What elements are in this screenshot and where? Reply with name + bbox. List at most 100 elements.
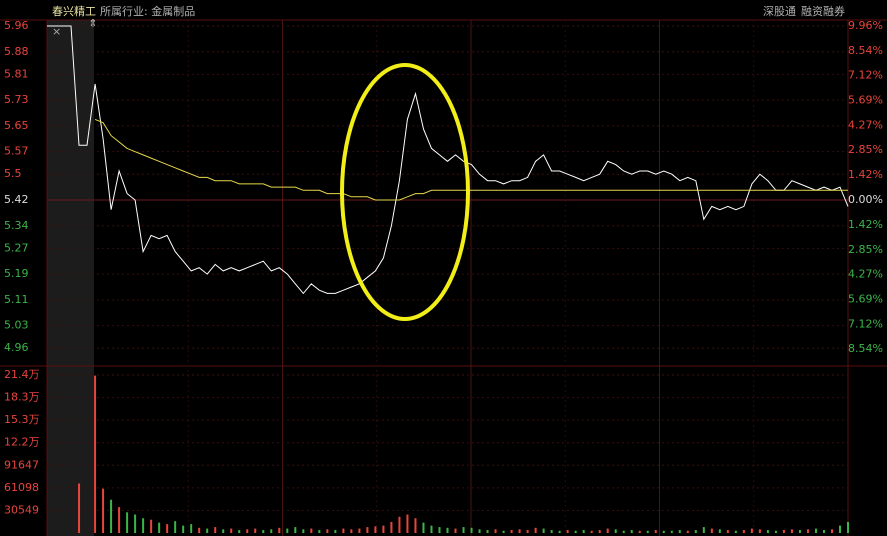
volume-bar bbox=[774, 530, 777, 533]
volume-bar bbox=[366, 527, 369, 533]
y-tick-label: 5.03 bbox=[4, 319, 29, 332]
volume-bar bbox=[510, 530, 513, 533]
y2-tick-label: 8.54% bbox=[848, 44, 883, 57]
volume-bar bbox=[766, 530, 769, 533]
y2-tick-label: 2.85% bbox=[848, 143, 883, 156]
volume-bar bbox=[350, 529, 353, 533]
auction-area bbox=[47, 20, 94, 536]
volume-bar bbox=[526, 530, 529, 533]
volume-bar bbox=[126, 512, 129, 533]
volume-bar bbox=[758, 529, 761, 533]
y-tick-label: 5.5 bbox=[4, 167, 22, 180]
volume-bar bbox=[478, 529, 481, 533]
y2-tick-label: 0.00% bbox=[848, 193, 883, 206]
volume-bar bbox=[646, 530, 649, 533]
volume-bar bbox=[830, 529, 833, 533]
volume-bar bbox=[838, 525, 841, 533]
volume-bar bbox=[174, 521, 177, 533]
volume-bar bbox=[398, 516, 401, 533]
y2-tick-label: 7.12% bbox=[848, 317, 883, 330]
y-tick-label: 21.4万 bbox=[4, 368, 40, 381]
volume-bar bbox=[822, 530, 825, 533]
y-tick-label: 12.2万 bbox=[4, 436, 40, 449]
y-tick-label: 5.57 bbox=[4, 145, 29, 158]
volume-bar bbox=[590, 530, 593, 533]
volume-bar bbox=[502, 530, 505, 533]
volume-bar bbox=[662, 530, 665, 533]
volume-bar bbox=[734, 530, 737, 533]
volume-bar bbox=[238, 530, 241, 533]
volume-bar bbox=[606, 528, 609, 533]
volume-bar bbox=[414, 518, 417, 533]
volume-bar bbox=[406, 514, 409, 533]
volume-bar bbox=[678, 530, 681, 533]
volume-bar bbox=[390, 521, 393, 533]
volume-bar bbox=[726, 530, 729, 533]
tag[interactable]: 融资融券 bbox=[801, 4, 845, 18]
volume-bar bbox=[622, 530, 625, 533]
stock-name: 春兴精工 bbox=[52, 5, 96, 18]
volume-bar bbox=[702, 527, 705, 533]
volume-bar bbox=[438, 527, 441, 533]
volume-bar bbox=[318, 530, 321, 533]
close-icon[interactable]: × bbox=[52, 25, 61, 38]
volume-bar bbox=[470, 527, 473, 533]
y-tick-label: 91647 bbox=[4, 458, 39, 471]
volume-bar bbox=[118, 507, 121, 533]
y-tick-label: 5.65 bbox=[4, 119, 29, 132]
y-tick-label: 5.27 bbox=[4, 241, 29, 254]
volume-bar bbox=[670, 530, 673, 533]
volume-bar bbox=[446, 527, 449, 533]
y-tick-label: 5.73 bbox=[4, 93, 29, 106]
y2-tick-label: 2.85% bbox=[848, 243, 883, 256]
y-tick-label: 5.11 bbox=[4, 293, 29, 306]
volume-bar bbox=[110, 499, 113, 533]
volume-bar bbox=[638, 530, 641, 533]
volume-bar bbox=[382, 525, 385, 533]
volume-bar bbox=[582, 530, 585, 533]
y-tick-label: 61098 bbox=[4, 481, 39, 494]
volume-bar bbox=[598, 530, 601, 533]
industry: 所属行业: 金属制品 bbox=[100, 4, 195, 18]
y-tick-label: 5.34 bbox=[4, 219, 29, 232]
volume-bar bbox=[222, 529, 225, 533]
volume-bar bbox=[198, 527, 201, 533]
volume-bar bbox=[294, 527, 297, 533]
volume-bar bbox=[270, 529, 273, 533]
volume-bar bbox=[246, 529, 249, 533]
volume-bar bbox=[630, 530, 633, 533]
tag[interactable]: 深股通 bbox=[763, 5, 796, 18]
y2-tick-label: 5.69% bbox=[848, 292, 883, 305]
y2-tick-label: 4.27% bbox=[848, 268, 883, 281]
y-tick-label: 30549 bbox=[4, 503, 39, 516]
volume-bar bbox=[150, 519, 153, 533]
volume-bar bbox=[254, 528, 257, 533]
volume-bar bbox=[78, 483, 81, 533]
volume-bar bbox=[566, 530, 569, 533]
volume-bar bbox=[814, 528, 817, 533]
volume-bar bbox=[686, 530, 689, 533]
volume-bar bbox=[214, 527, 217, 533]
volume-bar bbox=[558, 530, 561, 533]
volume-bar bbox=[542, 528, 545, 533]
volume-bar bbox=[798, 530, 801, 533]
volume-bar bbox=[342, 528, 345, 533]
grid: 5.96 5.88 5.81 5.73 5.65 5.57 5.5 5.42 5.34 5.27 5… bbox=[4, 19, 883, 536]
volume-bar bbox=[334, 530, 337, 533]
resize-icon[interactable]: ⇕ bbox=[88, 17, 97, 30]
y-tick-label: 15.3万 bbox=[4, 413, 40, 426]
volume-bar bbox=[166, 524, 169, 533]
volume-bar bbox=[374, 526, 377, 533]
volume-bar bbox=[486, 530, 489, 533]
y-tick-label: 5.96 bbox=[4, 19, 29, 32]
volume-bar bbox=[278, 527, 281, 533]
volume-bar bbox=[286, 528, 289, 533]
volume-bar bbox=[494, 529, 497, 533]
volume-bar bbox=[694, 530, 697, 533]
price-line bbox=[94, 118, 848, 201]
price-line bbox=[47, 25, 849, 295]
volume-bar bbox=[302, 529, 305, 533]
volume-bar bbox=[310, 528, 313, 533]
volume-bar bbox=[710, 528, 713, 533]
